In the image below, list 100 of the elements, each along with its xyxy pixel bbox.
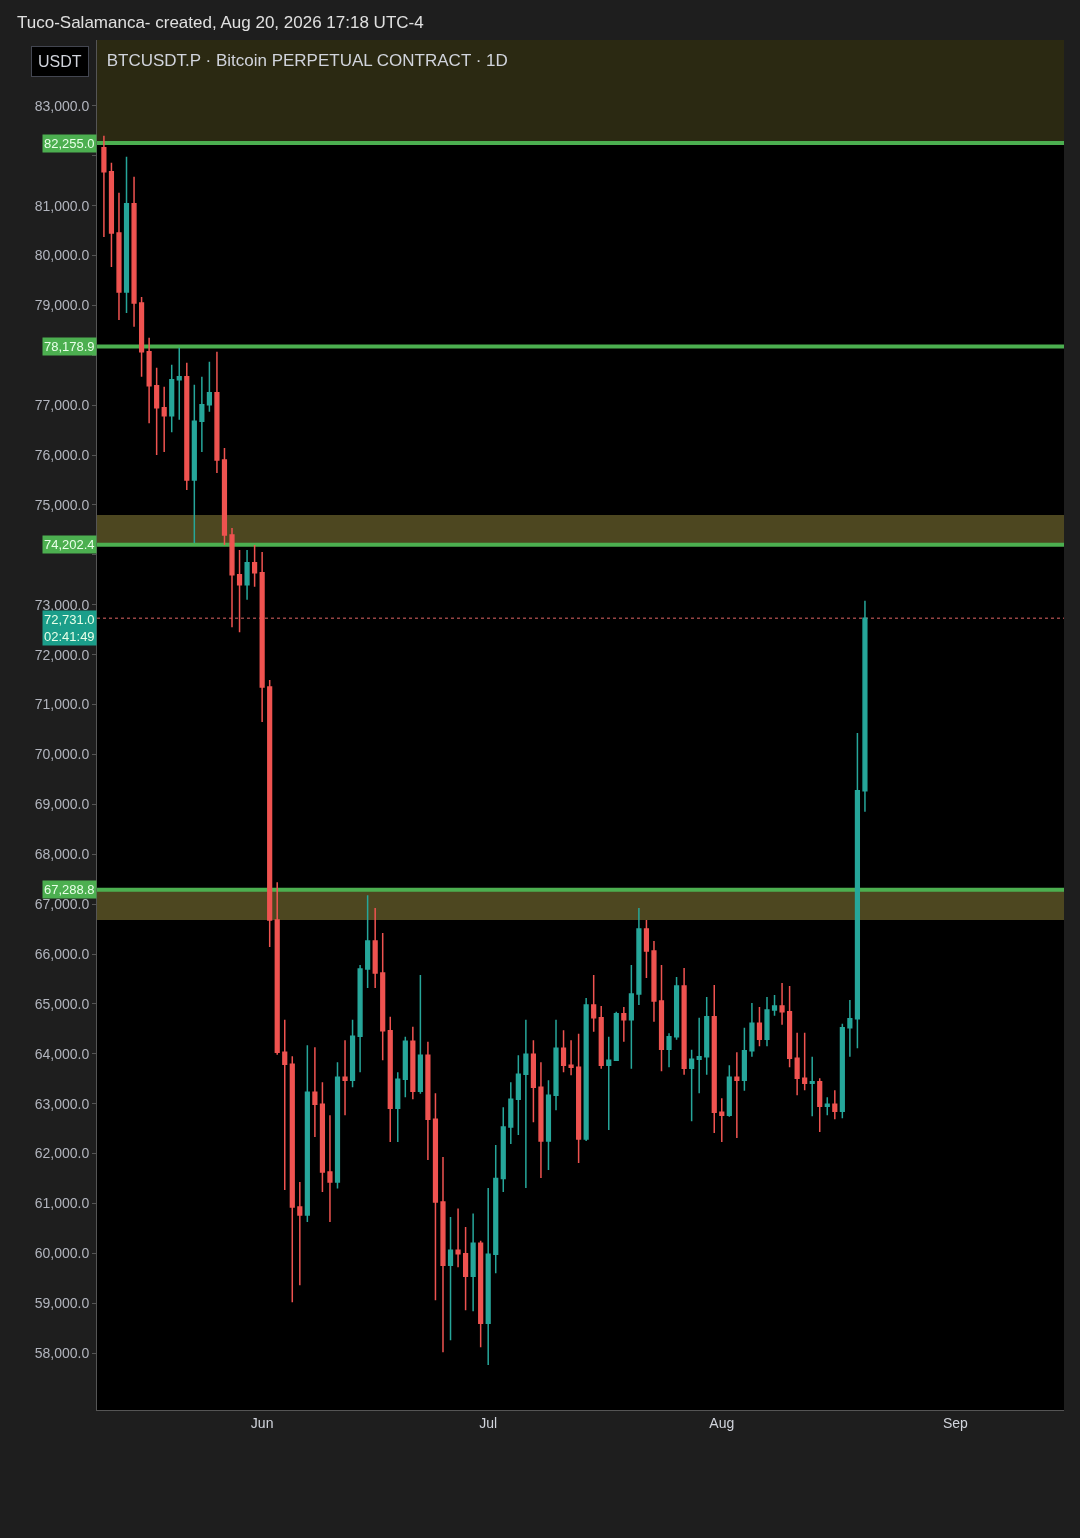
candlestick — [297, 1181, 303, 1287]
y-tick-label: 83,000.0 — [34, 97, 90, 114]
candlestick — [824, 1096, 830, 1116]
candlestick — [658, 964, 665, 1072]
candlestick — [274, 881, 280, 1056]
candlestick — [259, 551, 265, 723]
candlestick — [749, 1002, 755, 1058]
candlestick — [832, 1089, 838, 1120]
candlestick — [282, 1019, 288, 1191]
y-tick-label: 69,000.0 — [34, 796, 90, 813]
candlestick — [704, 996, 710, 1076]
candlestick — [560, 1029, 567, 1073]
candlestick — [485, 1187, 491, 1366]
candlestick — [417, 974, 423, 1095]
y-tick-label: 70,000.0 — [34, 746, 90, 763]
candlestick — [802, 1032, 808, 1091]
candlestick — [508, 1081, 514, 1145]
candlestick — [606, 1036, 612, 1131]
candlestick — [643, 919, 650, 979]
candlestick — [214, 351, 220, 474]
candlestick — [206, 361, 212, 413]
candlestick — [123, 155, 130, 314]
candlestick — [862, 600, 868, 813]
candlestick — [161, 385, 167, 453]
candlestick — [319, 1081, 326, 1193]
candlestick — [199, 376, 205, 453]
candlestick — [169, 364, 175, 433]
candlestick — [847, 999, 853, 1058]
y-tick-label: 64,000.0 — [34, 1045, 90, 1062]
candlestick — [613, 1011, 619, 1062]
ref-line-label: 78,178.9 — [44, 339, 95, 354]
candlestick — [651, 940, 657, 1023]
candlestick — [734, 1051, 740, 1139]
candlestick — [101, 135, 107, 238]
candlestick — [696, 1017, 702, 1094]
y-tick-label: 76,000.0 — [34, 446, 90, 463]
candlestick — [342, 1039, 348, 1116]
candlestick — [553, 1019, 559, 1111]
y-tick-label: 65,000.0 — [34, 995, 90, 1012]
y-tick-label: 72,000.0 — [34, 646, 90, 663]
candlestick — [523, 1019, 529, 1189]
candlestick — [131, 175, 137, 328]
candlestick — [357, 964, 363, 1073]
candlestick — [636, 907, 642, 1006]
y-axis-title: USDT — [38, 53, 82, 70]
y-tick-label: 68,000.0 — [34, 846, 90, 863]
candlestick — [779, 982, 785, 1026]
candlestick — [432, 1092, 439, 1301]
y-tick-label: 80,000.0 — [34, 247, 90, 264]
ref-line-label: 67,288.8 — [44, 882, 95, 897]
candlestick — [402, 1036, 408, 1098]
candlestick — [304, 1044, 310, 1223]
candlestick — [817, 1077, 823, 1133]
candlestick — [221, 447, 228, 546]
y-tick-label: 58,000.0 — [34, 1345, 90, 1362]
candlestick — [771, 994, 778, 1017]
y-tick-label: 75,000.0 — [34, 496, 90, 513]
x-tick-label: Jul — [479, 1414, 498, 1431]
ref-line-label: 74,202.4 — [44, 537, 95, 552]
candlestick — [108, 161, 115, 268]
x-tick-label: Aug — [709, 1414, 735, 1431]
ref-line-label: 82,255.0 — [44, 136, 95, 151]
y-tick-label: 79,000.0 — [34, 297, 90, 314]
y-tick-label: 71,000.0 — [34, 696, 90, 713]
text: BTCUSDT.P · Bitcoin PERPETUAL CONTRACT · 1D — [106, 50, 508, 70]
y-tick-label: 73,000.0 — [34, 596, 90, 613]
candlestick — [154, 367, 160, 456]
candlestick — [191, 384, 197, 544]
candlestick — [854, 732, 861, 1050]
candlestick — [673, 976, 680, 1041]
y-tick-label: 62,000.0 — [34, 1145, 90, 1162]
candlestick — [538, 1061, 544, 1179]
candlestick — [395, 1071, 401, 1143]
candlestick — [138, 296, 145, 378]
candlestick — [545, 1079, 552, 1171]
candlestick — [229, 527, 235, 628]
y-tick-label: 67,000.0 — [34, 896, 90, 913]
candlestick — [591, 974, 597, 1033]
candlestick — [365, 894, 371, 989]
y-tick-label: 81,000.0 — [34, 197, 90, 214]
candlestick — [470, 1212, 476, 1312]
candlestick — [515, 1054, 521, 1136]
candlestick — [372, 907, 378, 989]
candlestick — [493, 1144, 499, 1275]
candlestick — [176, 347, 182, 421]
candlestick — [681, 967, 687, 1076]
y-tick-label: 77,000.0 — [34, 397, 90, 414]
candlestick — [410, 1026, 416, 1100]
candlestick — [794, 1032, 800, 1096]
y-tick-label: 61,000.0 — [34, 1195, 90, 1212]
y-tick-label: 66,000.0 — [34, 945, 90, 962]
chart-subtitle: Tuco-Salamanca- created, Aug 20, 2026 17:18 UTC-4 — [17, 13, 424, 32]
candlestick — [689, 1049, 695, 1122]
candlestick — [787, 985, 793, 1068]
candlestick — [839, 1023, 845, 1119]
y-tick-label: 60,000.0 — [34, 1245, 90, 1262]
candlestick — [666, 1032, 672, 1068]
candlestick — [447, 1216, 454, 1341]
candlestick — [568, 1039, 574, 1076]
x-tick-label: Jun — [250, 1414, 274, 1431]
